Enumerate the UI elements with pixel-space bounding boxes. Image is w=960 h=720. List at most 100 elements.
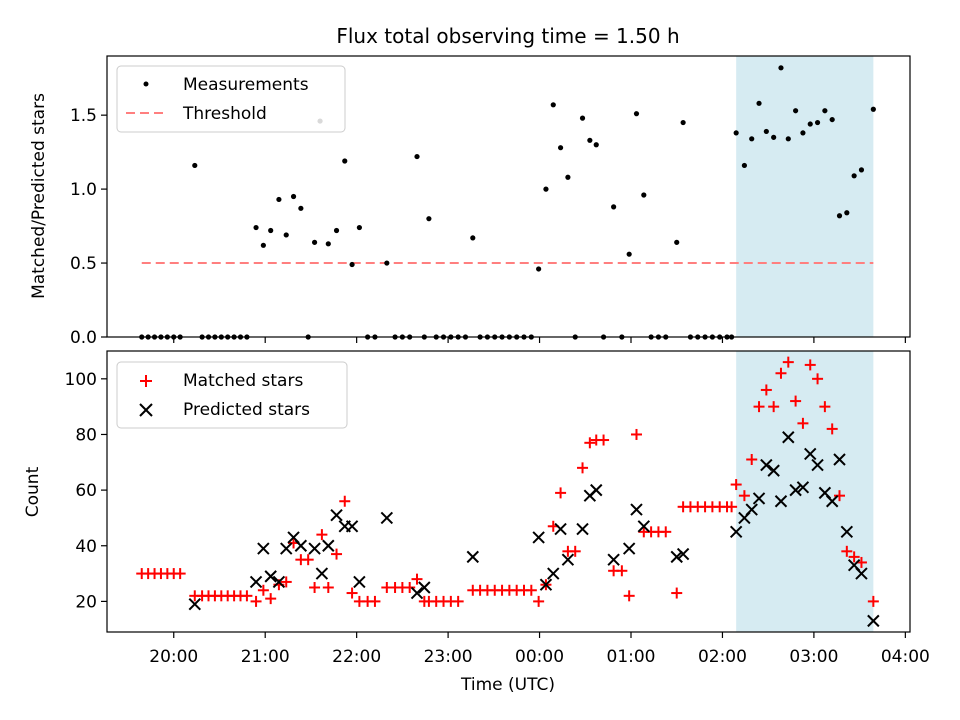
measurement-point — [565, 174, 571, 180]
bottom-legend-box — [116, 361, 348, 429]
predicted-star-point — [774, 495, 788, 508]
predicted-star-point — [380, 511, 394, 525]
measurement-point — [342, 158, 348, 164]
predicted-star-point — [308, 542, 321, 555]
measurement-point — [674, 239, 680, 245]
predicted-star-point — [188, 597, 201, 611]
matched-star-point — [804, 359, 816, 371]
x-tick-label: 01:00 — [607, 647, 656, 667]
matched-star-point — [257, 584, 269, 596]
predicted-star-point — [630, 503, 643, 516]
matched-star-point — [346, 587, 358, 599]
measurement-point — [260, 242, 266, 248]
top-legend-box — [116, 65, 346, 133]
x-tick-label: 02:00 — [698, 647, 747, 667]
matched-star-point — [826, 423, 838, 435]
measurement-point — [192, 162, 198, 169]
predicted-star-point — [760, 458, 773, 472]
top-y-tick-label: 1.0 — [70, 180, 97, 200]
matched-star-point — [241, 590, 253, 602]
measurement-point — [536, 266, 542, 272]
matched-star-point — [841, 545, 853, 557]
matched-star-point — [322, 581, 334, 593]
predicted-star-point — [264, 570, 277, 583]
measurement-point — [814, 119, 821, 126]
matched-star-point — [616, 565, 628, 577]
predicted-star-point — [804, 447, 817, 461]
top-panel: 0.0 0.5 1.0 1.5 Matched/Predicted stars Mea… — [29, 55, 911, 348]
matched-star-point — [671, 587, 683, 599]
measurement-point — [557, 145, 564, 151]
matched-star-point — [339, 495, 351, 507]
matched-star-point — [525, 584, 537, 596]
predicted-star-point — [410, 586, 424, 600]
measurement-point — [298, 205, 304, 211]
predicted-star-point — [782, 431, 795, 444]
matched-star-point — [738, 490, 750, 502]
x-tick-label: 20:00 — [149, 647, 198, 667]
matched-star-point — [309, 581, 321, 593]
predicted-star-point — [796, 481, 810, 494]
predicted-star-point — [637, 520, 651, 533]
legend-matched-marker — [140, 375, 152, 387]
measurement-point — [807, 121, 813, 127]
predicted-star-point — [767, 464, 780, 477]
matched-star-point — [775, 367, 787, 379]
top-y-axis-label: Matched/Predicted stars — [29, 93, 49, 299]
matched-star-point — [819, 401, 831, 413]
measurement-point — [641, 192, 647, 198]
top-y-tick-label: 0.5 — [70, 254, 97, 274]
measurement-point — [349, 261, 355, 268]
bot-y-tick-label: 100 — [65, 370, 97, 390]
matched-star-point — [404, 581, 416, 593]
bottom-plot-frame — [106, 350, 911, 633]
predicted-star-point — [418, 581, 431, 594]
measurement-point — [633, 111, 640, 117]
predicted-star-point — [561, 553, 575, 566]
measurement-point — [333, 227, 340, 234]
legend-predicted-label: Predicted stars — [183, 400, 310, 420]
measurement-point — [870, 106, 876, 112]
predicted-star-point — [322, 539, 335, 552]
matched-star-point — [760, 384, 772, 396]
measurement-point — [587, 137, 593, 143]
predicted-star-point — [280, 542, 293, 555]
top-y-ticks: 0.0 0.5 1.0 1.5 — [70, 106, 107, 348]
measurement-point — [384, 260, 390, 266]
matched-star-point — [790, 395, 802, 407]
measurement-point — [325, 241, 331, 247]
x-axis-label: Time (UTC) — [460, 675, 555, 695]
matched-star-point — [316, 529, 328, 541]
matched-star-point — [174, 568, 186, 580]
predicted-star-point — [833, 453, 846, 466]
matched-star-point — [302, 554, 314, 566]
predicted-star-point — [840, 525, 854, 539]
predicted-star-point — [249, 575, 263, 589]
measurement-point — [733, 130, 739, 136]
measurement-point — [756, 100, 762, 106]
bottom-legend: Matched stars Predicted stars — [116, 361, 348, 429]
predicted-star-point — [257, 542, 270, 555]
matched-star-point — [555, 487, 567, 499]
predicted-star-point — [607, 553, 620, 566]
top-y-tick-label: 1.5 — [70, 106, 97, 126]
measurement-point — [470, 235, 476, 241]
predicted-star-point — [345, 520, 359, 533]
measurement-point — [793, 108, 799, 114]
bottom-panel: 20 40 60 80 100 20:00 21:00 22:00 23:00 00:00 01:… — [23, 350, 930, 695]
predicted-star-point — [466, 550, 479, 564]
predicted-star-point — [670, 550, 683, 564]
matched-star-point — [812, 373, 824, 385]
measurement-point — [356, 224, 362, 231]
matched-star-point — [782, 356, 794, 368]
measurement-point — [276, 196, 282, 203]
bot-y-tick-label: 80 — [75, 425, 97, 445]
measurement-point — [290, 193, 297, 200]
matched-star-point — [867, 595, 879, 607]
bot-y-tick-label: 20 — [75, 592, 97, 612]
bottom-highlight-span — [736, 351, 874, 632]
matched-star-point — [726, 501, 738, 513]
predicted-star-points — [188, 431, 880, 628]
predicted-star-point — [272, 575, 286, 589]
